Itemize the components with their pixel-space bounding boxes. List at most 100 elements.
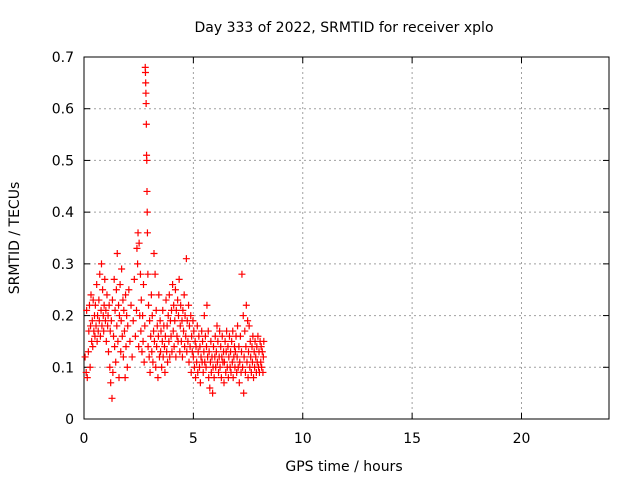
data-point [111,343,119,351]
data-point [116,281,124,289]
data-point [199,368,207,376]
data-point [239,312,247,320]
data-point [174,296,182,304]
data-point [131,332,139,340]
data-point [159,353,167,361]
data-point [110,332,118,340]
data-point [143,156,151,164]
data-point [124,322,132,330]
data-point [147,291,155,299]
data-point [220,358,228,366]
data-point [220,379,228,387]
data-point [152,306,160,314]
data-point [119,296,127,304]
x-axis-label: GPS time / hours [285,459,402,475]
data-point [107,379,115,387]
data-point [164,358,172,366]
data-point [171,317,179,325]
y-tick-label: 0.6 [52,102,74,118]
data-point [213,322,221,330]
data-point [126,337,134,345]
data-point [151,270,159,278]
data-point [259,353,267,361]
y-tick-label: 0 [65,412,74,428]
data-point [216,327,224,335]
data-point [81,353,89,361]
data-point [133,244,141,252]
data-point [140,358,148,366]
data-point [175,275,183,283]
data-point [83,374,91,382]
data-point [189,353,197,361]
data-point [178,353,186,361]
data-point [185,358,193,366]
data-point [189,317,197,325]
data-point [102,306,110,314]
data-point [197,353,205,361]
data-point [260,337,268,345]
data-point [143,208,151,216]
data-point [180,327,188,335]
data-point [150,337,158,345]
data-point [113,322,121,330]
data-point [161,343,168,351]
y-tick-label: 0.7 [52,50,74,66]
data-point [223,327,231,335]
data-point [98,260,105,268]
data-point [134,260,142,268]
data-point [216,363,224,371]
data-point [239,363,247,371]
data-point [188,332,196,340]
data-point [254,332,262,340]
data-point [229,374,237,382]
data-point [238,270,246,278]
data-point [214,337,222,345]
data-point [155,291,163,299]
data-point [152,363,160,371]
data-point [241,327,249,335]
data-point [164,312,172,320]
data-point [236,358,244,366]
data-point [203,301,211,309]
data-point [86,363,94,371]
data-point [100,327,108,335]
data-point [95,317,103,325]
data-point [177,301,185,309]
data-point [144,343,152,351]
data-point [218,332,226,340]
data-point [84,348,92,356]
data-point [196,343,204,351]
data-point [236,332,244,340]
data-point [166,353,174,361]
data-point [149,358,157,366]
data-point [234,322,242,330]
data-point [142,120,150,128]
data-point [105,348,112,356]
y-axis-label: SRMTID / TECUs [7,182,23,295]
data-point [118,265,126,273]
data-point [112,358,120,366]
data-point [142,100,150,108]
data-point [157,327,165,335]
data-point [205,348,213,356]
data-point [108,394,116,402]
data-point [101,275,109,283]
data-point [210,343,217,351]
data-point [215,368,223,376]
data-point [212,348,220,356]
y-tick-label: 0.5 [52,153,74,169]
data-point [96,332,104,340]
data-point [112,286,120,294]
data-point [244,317,252,325]
data-point [165,291,173,299]
data-point [198,327,206,335]
data-point [118,332,126,340]
data-point [111,306,119,314]
data-point [202,363,210,371]
data-point [146,368,154,376]
data-point [192,374,200,382]
data-point [235,379,243,387]
data-point [125,286,133,294]
data-point [147,332,155,340]
data-point [141,69,149,77]
